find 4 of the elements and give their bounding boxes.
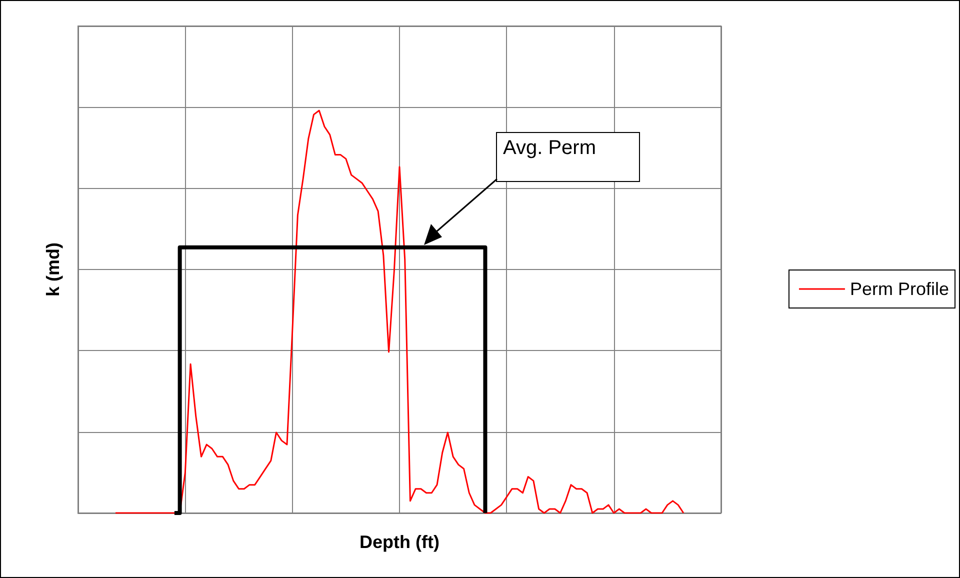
annotation: Avg. Perm (496, 132, 640, 182)
y-axis-title: k (md) (43, 242, 63, 296)
legend-label: Perm Profile (850, 279, 950, 299)
x-axis-title: Depth (ft) (360, 532, 440, 552)
